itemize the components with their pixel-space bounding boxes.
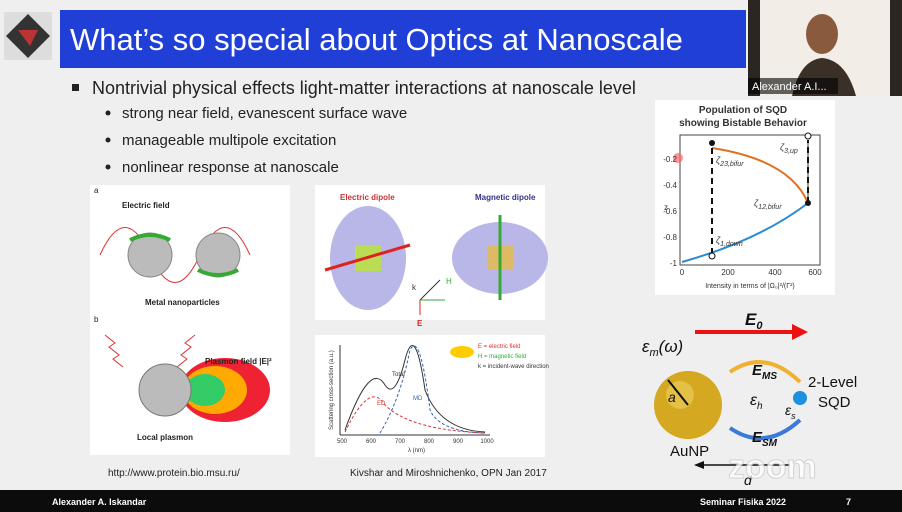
qd-eps-label: εs	[785, 402, 796, 421]
x-axis-label: λ (nm)	[408, 448, 425, 454]
x-tick-label: 700	[395, 439, 406, 445]
right-diagram: E0 εm(ω) a AuNP 2-Level SQD EMS ESM εh ε…	[642, 310, 857, 488]
curve-label-base: ζ	[716, 235, 721, 245]
legend-entry: H = magnetic field	[478, 354, 526, 360]
x-tick-label: 600	[808, 268, 822, 277]
y-tick-label: -0.6	[663, 207, 677, 216]
sub-bullet-marker	[105, 164, 111, 170]
curve-label-sub: 3,up	[784, 148, 798, 155]
fig-label: Metal nanoparticles	[145, 298, 220, 307]
x-tick-label: 200	[721, 268, 735, 277]
axis-label: E	[417, 319, 423, 328]
panel-label: b	[94, 315, 99, 324]
x-axis-label: Intensity in terms of |Ω₀|²/(Γ²)	[705, 283, 795, 290]
title-bar	[60, 10, 746, 68]
plot-label: Total	[392, 372, 405, 378]
footer-bar	[0, 490, 902, 512]
curve-label-base: ζ	[716, 155, 721, 165]
plot-title: Population of SQD	[699, 105, 787, 116]
coupling-label: ESM	[752, 429, 778, 449]
y-tick-label: -1	[670, 259, 678, 268]
source: Kivshar and Miroshnichenko, OPN Jan 2017	[350, 468, 547, 479]
coupling-label: EMS	[752, 362, 777, 382]
plot-label: ED	[377, 401, 386, 407]
axis-label: H	[446, 277, 452, 286]
qd-label: SQD	[818, 394, 851, 411]
sub-bullet: manageable multipole excitation	[122, 132, 336, 149]
sub-bullet-marker	[105, 137, 111, 143]
y-tick-label: -0.8	[663, 233, 677, 242]
sub-bullet-marker	[105, 110, 111, 116]
curve-label: ζ1,down	[716, 235, 743, 248]
x-tick-label: 1000	[480, 439, 494, 445]
y-tick-label: -0.4	[663, 181, 677, 190]
figure-center: Electric dipole Magnetic dipole k H E	[315, 185, 548, 328]
curve-label: ζ12,bifur	[754, 198, 782, 211]
qd-label: 2-Level	[808, 374, 857, 391]
panel-label: a	[94, 186, 99, 195]
x-tick-label: 0	[680, 268, 685, 277]
right-plot: Population of SQD showing Bistable Behav…	[655, 100, 835, 295]
y-axis-label: Scattering cross-section (a.u.)	[329, 350, 335, 430]
curve-label: ζ23,bifur	[716, 155, 744, 168]
x-tick-label: 400	[768, 268, 782, 277]
curve-label-base: ζ	[754, 198, 759, 208]
center-plot: Total ED MD Scattering cross-section (a.…	[315, 335, 549, 457]
watermark: zoom	[728, 448, 817, 486]
x-tick-label: 900	[453, 439, 464, 445]
fig-label: Electric dipole	[340, 193, 395, 202]
axis-label: k	[412, 283, 417, 292]
y-tick-label: -0.2	[663, 155, 677, 164]
x-tick-label: 600	[366, 439, 377, 445]
y-axis-label: z	[664, 203, 668, 212]
host-label: εh	[750, 392, 763, 412]
fig-label: Electric field	[122, 201, 170, 210]
curve-label-sub: 23,bifur	[719, 161, 744, 168]
plot-label: MD	[413, 396, 423, 402]
fig-label: Magnetic dipole	[475, 193, 536, 202]
logo	[4, 12, 52, 60]
footer-event: Seminar Fisika 2022	[700, 497, 786, 507]
footer-presenter: Alexander A. Iskandar	[52, 497, 147, 507]
plot-title: showing Bistable Behavior	[679, 118, 807, 129]
figure-left: a Electric field Metal nanoparticles b P…	[90, 185, 290, 455]
curve-label-sub: 1,down	[720, 241, 743, 248]
fig-label: Local plasmon	[137, 433, 193, 442]
bullet-marker	[72, 84, 79, 91]
x-tick-label: 800	[424, 439, 435, 445]
video-tile: Alexander A.I...	[748, 0, 902, 96]
curve-label-sub: 12,bifur	[758, 204, 782, 211]
x-tick-label: 500	[337, 439, 348, 445]
field-label: E0	[745, 310, 763, 332]
source: http://www.protein.bio.msu.ru/	[108, 468, 240, 479]
curve-label: ζ3,up	[780, 142, 798, 155]
sub-bullet: strong near field, evanescent surface wa…	[122, 105, 407, 122]
bullet: Nontrivial physical effects light-matter…	[92, 78, 636, 98]
medium-label: εm(ω)	[642, 337, 683, 359]
legend-entry: E = electric field	[478, 344, 521, 350]
slide-title: What’s so special about Optics at Nanosc…	[70, 22, 683, 57]
curve-label-base: ζ	[780, 142, 785, 152]
particle-label: AuNP	[670, 443, 709, 460]
radius-label: a	[668, 389, 676, 405]
distance-label: d	[744, 472, 753, 488]
sub-bullets: strong near field, evanescent surface wa…	[105, 105, 407, 176]
legend-entry: k = incident-wave direction	[478, 364, 549, 370]
sub-bullet: nonlinear response at nanoscale	[122, 159, 339, 176]
fig-label: Plasmon field |E|²	[205, 357, 272, 366]
participant-name: Alexander A.I...	[752, 81, 827, 93]
footer-page: 7	[846, 497, 851, 507]
